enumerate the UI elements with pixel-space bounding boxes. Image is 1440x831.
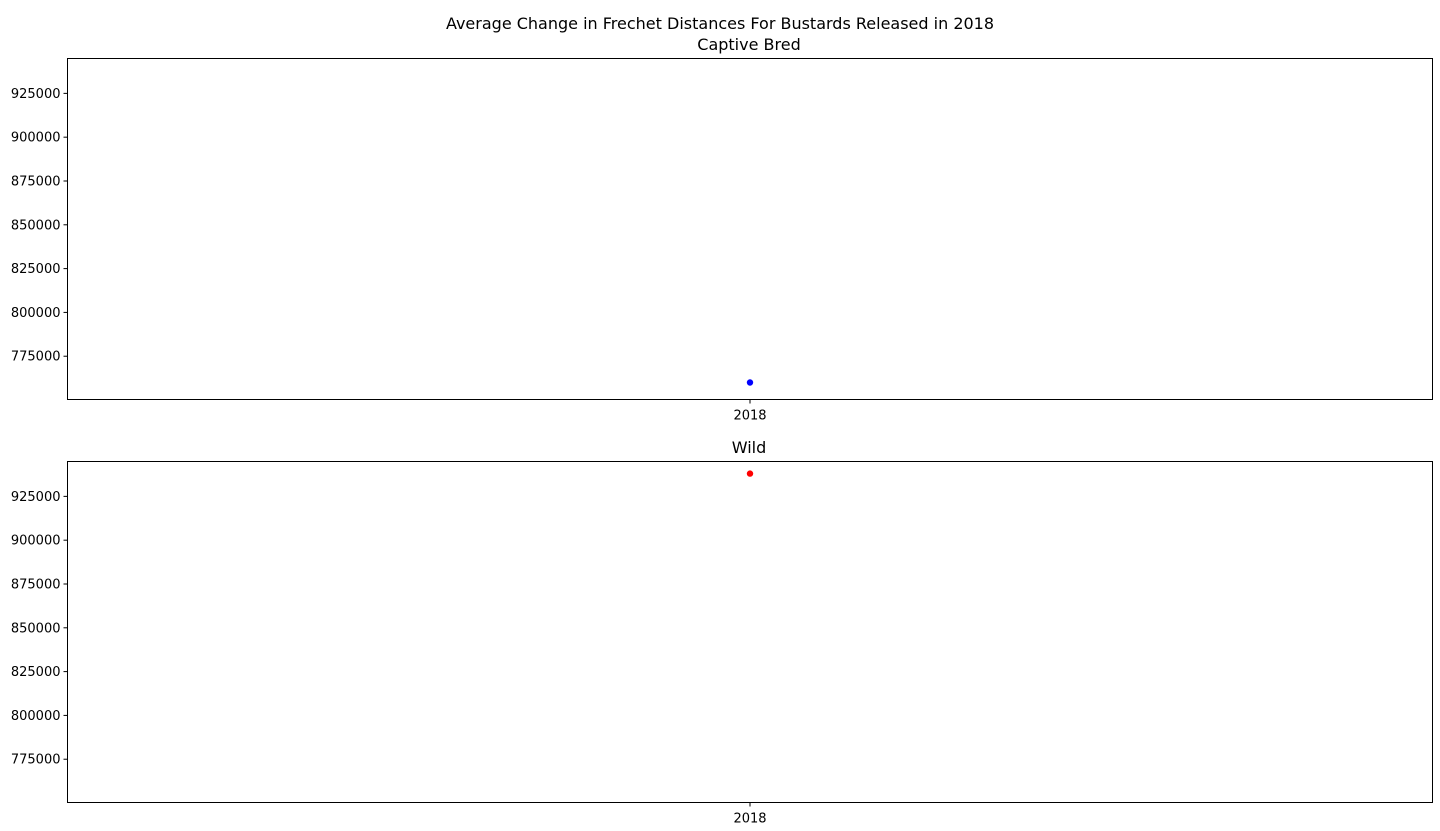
x-axis-captive-bred: 2018 (733, 399, 767, 424)
y-tick-label: 850000 (11, 621, 61, 636)
y-tick-label: 800000 (11, 306, 61, 321)
x-tick-label: 2018 (733, 409, 766, 424)
plot-area-captive-bred (67, 58, 1433, 400)
y-tick-label: 900000 (11, 131, 61, 146)
points-captive-bred (746, 379, 754, 386)
y-axis-captive-bred: 775000 800000 825000 850000 875000 900000 9250… (11, 87, 68, 365)
y-tick-label: 825000 (11, 262, 61, 277)
y-tick-label: 850000 (11, 218, 61, 233)
y-axis-wild: 775000 800000 825000 850000 875000 900000 9250… (11, 490, 68, 768)
y-tick-label: 925000 (11, 490, 61, 505)
points-wild (746, 470, 754, 477)
x-tick-label: 2018 (733, 812, 766, 827)
chart-wild: Wild 775000 800000 825000 850000 875000 90000… (11, 438, 1433, 827)
x-axis-wild: 2018 (733, 802, 767, 827)
figure-title: Average Change in Frechet Distances For … (446, 14, 994, 33)
y-tick-label: 925000 (11, 87, 61, 102)
y-tick-label: 800000 (11, 709, 61, 724)
chart-title-wild: Wild (732, 438, 767, 457)
chart-title-captive-bred: Captive Bred (697, 35, 800, 54)
data-point (746, 379, 754, 386)
y-tick-label: 875000 (11, 577, 61, 592)
y-tick-label: 900000 (11, 534, 61, 549)
y-tick-label: 775000 (11, 753, 61, 768)
y-tick-label: 775000 (11, 350, 61, 365)
chart-captive-bred: Captive Bred 775000 800000 825000 850000 875… (11, 35, 1433, 424)
y-tick-label: 825000 (11, 665, 61, 680)
plot-area-wild (67, 461, 1433, 803)
y-tick-label: 875000 (11, 174, 61, 189)
data-point (746, 470, 754, 477)
